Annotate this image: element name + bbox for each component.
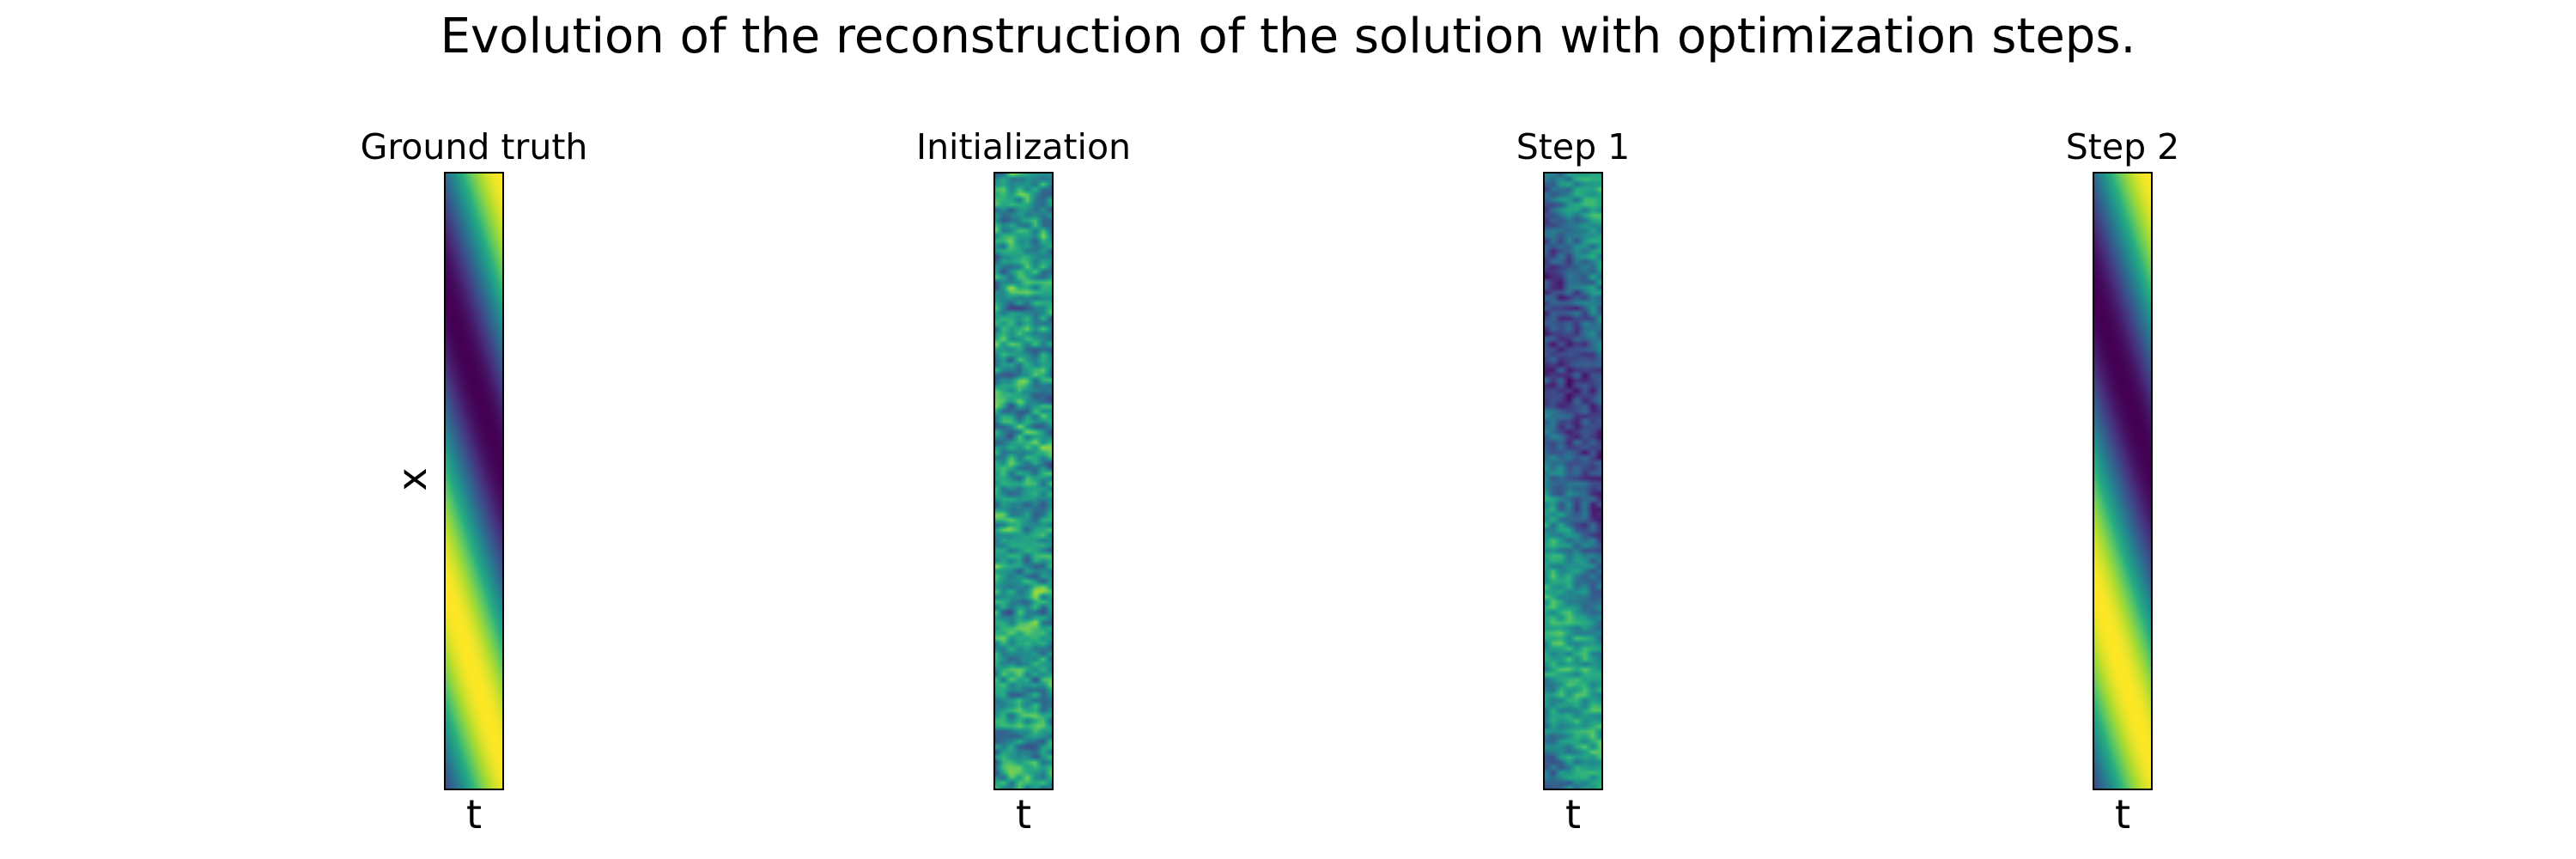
heatmap-step-1 <box>1543 172 1603 790</box>
panel-title-step-2: Step 2 <box>2065 126 2180 168</box>
panel-title-step-1: Step 1 <box>1516 126 1631 168</box>
panel-title-ground-truth: Ground truth <box>360 126 588 168</box>
heatmap-step-2 <box>2093 172 2153 790</box>
x-axis-label-step-2: t <box>2114 791 2131 838</box>
x-axis-label-initialization: t <box>1015 791 1032 838</box>
y-axis-label-ground-truth: x <box>389 467 435 491</box>
heatmap-initialization <box>993 172 1054 790</box>
x-axis-label-step-1: t <box>1564 791 1582 838</box>
panel-title-initialization: Initialization <box>915 126 1132 168</box>
x-axis-label-ground-truth: t <box>465 791 483 838</box>
heatmap-ground-truth <box>444 172 504 790</box>
figure-title: Evolution of the reconstruction of the s… <box>440 9 2136 64</box>
